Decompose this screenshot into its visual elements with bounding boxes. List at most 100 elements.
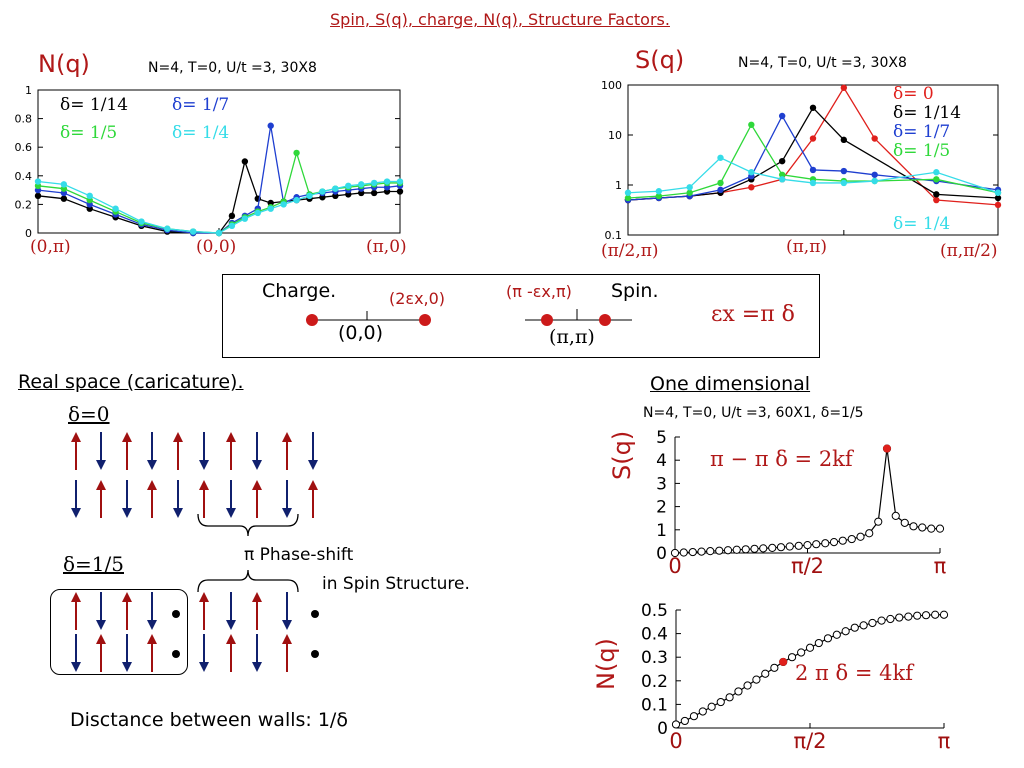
x-tick-label: 0 [668,554,681,578]
spin-down-arrowhead [252,662,262,672]
data-point [778,157,786,165]
highlight-point [779,657,788,666]
data-point [86,192,93,200]
data-point [370,189,378,197]
data-point [670,548,680,558]
data-point [358,181,365,188]
x-tick-label: π [938,729,951,753]
nq-1d-annotation: 2 π δ = 4kf [795,661,913,685]
hole-dot [311,610,319,618]
data-point [383,178,391,185]
nq-legend-1-4: δ= 1/4 [172,123,230,143]
nq-1d-plot: 00.10.20.30.40.50 π/2 π [641,601,951,753]
domain-box [50,589,188,675]
data-point [832,630,841,639]
data-point [909,522,918,531]
phase-shift-brace-top [197,513,299,537]
series-line [627,157,999,194]
data-point [871,177,878,185]
epsilon-formula: εx =π δ [711,302,795,327]
data-point [293,149,300,157]
spin-down-arrowhead [252,460,262,470]
data-point [671,720,681,729]
data-point [840,84,848,91]
data-point [688,547,697,557]
charge-peak-right [419,314,431,326]
sq-panel-params: N=4, T=0, U/t =3, 30X8 [738,55,907,71]
data-point [921,611,931,620]
sq-xtick-2: (π,π/2) [940,241,998,261]
data-point [877,616,886,625]
data-point [933,169,940,176]
sq-legend-1-14: δ= 1/14 [893,103,962,123]
data-point [770,663,779,672]
data-point [725,693,734,702]
data-point [871,171,878,178]
highlight-point [883,444,891,453]
data-point [743,681,752,690]
data-point [686,184,693,191]
spin-arrows [71,432,318,672]
data-point [829,537,839,547]
y-tick-label: 4 [656,451,667,471]
y-tick-label: 0.4 [15,170,33,183]
sq-2d-series [624,84,1002,209]
data-point [723,546,733,555]
data-point [34,192,42,200]
data-point [776,543,786,552]
spin-peak-right [599,314,611,326]
series-line [37,150,400,234]
sq-2d-axes: 0.1 1 10 100 [601,79,999,242]
data-point [994,201,1002,209]
charge-peak-left [306,314,318,326]
y-tick-label: 3 [656,474,667,494]
spin-arrows-diagram [71,432,319,672]
spin-down-arrowhead [226,508,236,518]
spin-peak-left [541,314,553,326]
spin-up-arrowhead [173,432,183,442]
data-point [241,158,249,165]
one-d-params: N=4, T=0, U/t =3, 60X1, δ=1/5 [643,405,864,421]
data-point [138,218,145,225]
data-point [748,169,755,176]
spin-down-arrowhead [147,460,157,470]
y-tick-label: 0 [25,227,32,240]
data-point [624,189,632,196]
y-tick-label: 2 [656,498,667,518]
y-tick-label: 0.8 [15,113,33,126]
y-tick-label: 0 [656,544,667,564]
data-point [918,523,927,532]
data-point [900,518,909,527]
spin-center-label: (π,π) [549,326,595,348]
spin-down-arrowhead [173,508,183,518]
data-point [994,194,1002,202]
nq-legend-1-5: δ= 1/5 [60,123,118,143]
real-space-heading: Real space (caricature). [18,371,244,393]
series-line [37,159,400,234]
data-point [748,184,755,191]
x-tick-label: π [934,554,947,578]
data-point [821,539,830,548]
spin-label: Spin. [611,280,659,302]
y-tick-label: 1 [615,179,622,192]
data-point [748,121,755,128]
hole-dot [172,650,180,658]
data-point [865,529,874,538]
data-point [778,171,786,178]
data-point [840,136,848,144]
data-point [933,176,940,183]
data-point [686,189,693,196]
data-point [933,191,940,198]
data-point [840,167,848,175]
spin-up-arrowhead [282,432,292,442]
data-point [706,547,715,556]
data-point [994,189,1002,196]
spin-down-arrowhead [282,620,292,630]
spin-up-arrowhead [96,634,106,644]
data-point [935,524,945,533]
data-point [697,547,706,556]
sq-legend-1-4: δ= 1/4 [893,214,951,234]
spin-down-arrowhead [199,460,209,470]
data-point [809,179,817,187]
